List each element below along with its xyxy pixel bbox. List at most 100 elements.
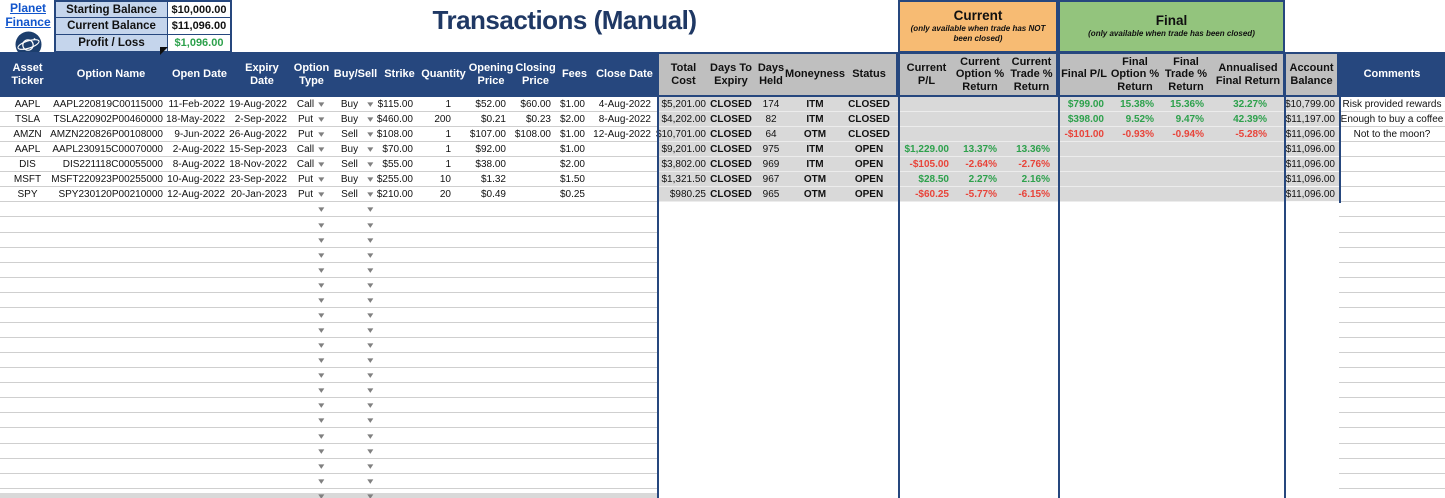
cell-days-held[interactable]: 969 <box>762 159 780 170</box>
dropdown-arrow-icon[interactable]: ▾ <box>318 220 325 230</box>
cell-expiry-date[interactable]: 23-Sep-2022 <box>229 174 287 185</box>
cell-option-name[interactable]: DIS221118C00055000 <box>62 159 163 170</box>
dropdown-arrow-icon[interactable]: ▾ <box>367 144 374 154</box>
dropdown-arrow-icon[interactable]: ▾ <box>318 461 325 471</box>
cell-open-date[interactable]: 10-Aug-2022 <box>167 174 225 185</box>
dropdown-arrow-icon[interactable]: ▾ <box>318 491 325 498</box>
dropdown-arrow-icon[interactable]: ▾ <box>318 325 325 335</box>
cell-ticker[interactable]: AAPL <box>14 144 41 155</box>
cell-close-date[interactable]: 12-Aug-2022 <box>593 129 651 140</box>
dropdown-arrow-icon[interactable]: ▾ <box>318 114 325 124</box>
cell-account-balance[interactable]: $11,096.00 <box>1285 159 1335 170</box>
cell-option-type[interactable]: Call <box>296 99 315 110</box>
cell-fees[interactable]: $1.50 <box>559 174 585 185</box>
cell-total-cost[interactable]: $4,202.00 <box>661 114 707 125</box>
cell-days-to-expiry[interactable]: CLOSED <box>710 129 752 140</box>
cell-fees[interactable]: $2.00 <box>559 114 585 125</box>
profit-loss-value[interactable]: $1,096.00 <box>168 34 230 51</box>
current-balance-label[interactable]: Current Balance <box>56 18 168 34</box>
dropdown-arrow-icon[interactable]: ▾ <box>318 310 325 320</box>
cell-quantity[interactable]: 1 <box>445 129 451 140</box>
cell-quantity[interactable]: 20 <box>439 189 451 200</box>
cell-final-pl[interactable]: $799.00 <box>1067 99 1104 110</box>
cell-ticker[interactable]: AAPL <box>14 99 41 110</box>
cell-final-pl[interactable]: $398.00 <box>1067 114 1104 125</box>
cell-final-trade-return[interactable]: 9.47% <box>1175 114 1204 125</box>
dropdown-arrow-icon[interactable]: ▾ <box>367 476 374 486</box>
cell-total-cost[interactable]: $9,201.00 <box>661 144 707 155</box>
dropdown-arrow-icon[interactable]: ▾ <box>367 189 374 199</box>
cell-strike[interactable]: $70.00 <box>382 144 413 155</box>
cell-current-pl[interactable]: -$105.00 <box>909 159 949 170</box>
dropdown-arrow-icon[interactable]: ▾ <box>367 235 374 245</box>
cell-opening-price[interactable]: $0.21 <box>480 114 506 125</box>
dropdown-arrow-icon[interactable]: ▾ <box>318 400 325 410</box>
dropdown-arrow-icon[interactable]: ▾ <box>318 431 325 441</box>
cell-expiry-date[interactable]: 19-Aug-2022 <box>229 99 287 110</box>
cell-option-type[interactable]: Put <box>297 174 313 185</box>
dropdown-arrow-icon[interactable]: ▾ <box>318 415 325 425</box>
dropdown-arrow-icon[interactable]: ▾ <box>367 310 374 320</box>
dropdown-arrow-icon[interactable]: ▾ <box>367 159 374 169</box>
cell-total-cost[interactable]: $1,321.50 <box>661 174 707 185</box>
dropdown-arrow-icon[interactable]: ▾ <box>367 461 374 471</box>
dropdown-arrow-icon[interactable]: ▾ <box>367 99 374 109</box>
cell-option-name[interactable]: AMZN220826P00108000 <box>50 129 163 140</box>
cell-option-type[interactable]: Call <box>296 159 315 170</box>
cell-days-to-expiry[interactable]: CLOSED <box>710 174 752 185</box>
cell-open-date[interactable]: 11-Feb-2022 <box>168 99 225 110</box>
cell-moneyness[interactable]: ITM <box>806 159 824 170</box>
dropdown-arrow-icon[interactable]: ▾ <box>367 385 374 395</box>
dropdown-arrow-icon[interactable]: ▾ <box>318 340 325 350</box>
cell-days-held[interactable]: 82 <box>765 114 777 125</box>
cell-days-to-expiry[interactable]: CLOSED <box>710 99 752 110</box>
cell-opening-price[interactable]: $52.00 <box>475 99 506 110</box>
cell-open-date[interactable]: 12-Aug-2022 <box>167 189 225 200</box>
cell-account-balance[interactable]: $10,799.00 <box>1284 99 1335 110</box>
profit-loss-label[interactable]: Profit / Loss <box>56 34 168 51</box>
cell-strike[interactable]: $108.00 <box>376 129 413 140</box>
cell-buy-sell[interactable]: Sell <box>341 159 358 170</box>
dropdown-arrow-icon[interactable]: ▾ <box>318 250 325 260</box>
cell-open-date[interactable]: 2-Aug-2022 <box>172 144 225 155</box>
cell-ticker[interactable]: AMZN <box>13 129 42 140</box>
cell-status[interactable]: OPEN <box>854 159 884 170</box>
dropdown-arrow-icon[interactable]: ▾ <box>318 476 325 486</box>
cell-opening-price[interactable]: $92.00 <box>475 144 506 155</box>
cell-fees[interactable]: $1.00 <box>559 144 585 155</box>
cell-fees[interactable]: $1.00 <box>559 129 585 140</box>
starting-balance-value[interactable]: $10,000.00 <box>168 2 230 18</box>
planet-finance-link[interactable]: Planet Finance <box>2 1 54 63</box>
dropdown-arrow-icon[interactable]: ▾ <box>367 280 374 290</box>
cell-current-option-return[interactable]: -5.77% <box>965 189 997 200</box>
cell-closing-price[interactable]: $108.00 <box>514 129 551 140</box>
cell-final-pl[interactable]: -$101.00 <box>1064 129 1104 140</box>
cell-annualised-final-return[interactable]: -5.28% <box>1235 129 1267 140</box>
dropdown-arrow-icon[interactable]: ▾ <box>318 174 325 184</box>
cell-account-balance[interactable]: $11,096.00 <box>1285 129 1335 140</box>
dropdown-arrow-icon[interactable]: ▾ <box>318 295 325 305</box>
cell-account-balance[interactable]: $11,096.00 <box>1285 174 1335 185</box>
current-balance-value[interactable]: $11,096.00 <box>168 18 230 34</box>
cell-days-to-expiry[interactable]: CLOSED <box>710 114 752 125</box>
cell-moneyness[interactable]: OTM <box>803 129 827 140</box>
dropdown-arrow-icon[interactable]: ▾ <box>318 265 325 275</box>
dropdown-arrow-icon[interactable]: ▾ <box>318 189 325 199</box>
dropdown-arrow-icon[interactable]: ▾ <box>367 400 374 410</box>
cell-comments[interactable]: Enough to buy a coffee <box>1340 114 1444 125</box>
cell-open-date[interactable]: 9-Jun-2022 <box>174 129 225 140</box>
cell-current-pl[interactable]: $1,229.00 <box>904 144 950 155</box>
cell-status[interactable]: CLOSED <box>848 129 890 140</box>
cell-moneyness[interactable]: ITM <box>806 144 824 155</box>
dropdown-arrow-icon[interactable]: ▾ <box>367 220 374 230</box>
cell-closing-price[interactable]: $60.00 <box>520 99 551 110</box>
cell-buy-sell[interactable]: Buy <box>340 114 359 125</box>
cell-expiry-date[interactable]: 18-Nov-2022 <box>229 159 287 170</box>
cell-open-date[interactable]: 18-May-2022 <box>166 114 225 125</box>
cell-closing-price[interactable]: $0.23 <box>525 114 551 125</box>
dropdown-arrow-icon[interactable]: ▾ <box>367 446 374 456</box>
cell-days-held[interactable]: 64 <box>765 129 777 140</box>
cell-current-trade-return[interactable]: -6.15% <box>1018 189 1050 200</box>
cell-ticker[interactable]: MSFT <box>13 174 42 185</box>
cell-strike[interactable]: $210.00 <box>376 189 413 200</box>
